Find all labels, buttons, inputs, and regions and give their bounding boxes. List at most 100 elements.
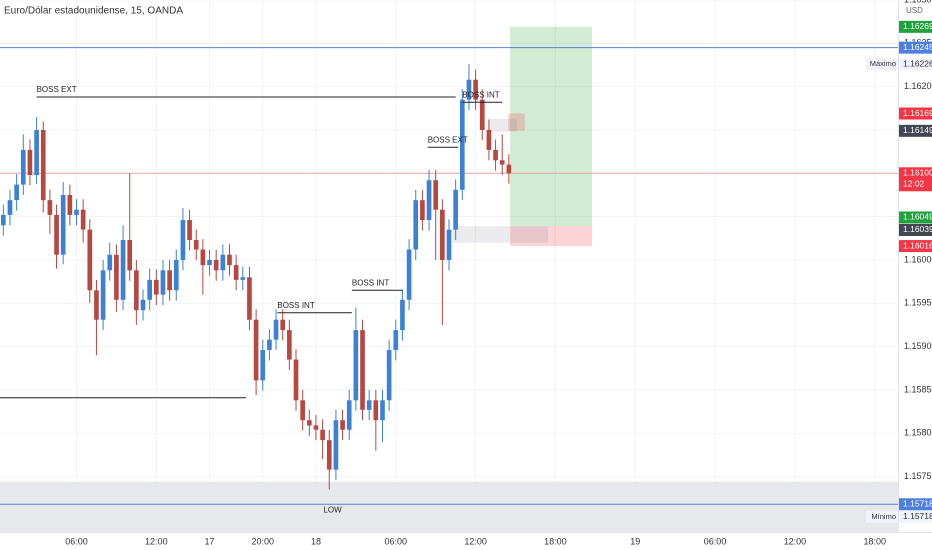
price-label: 1.16226 bbox=[903, 58, 932, 68]
price-label: 1.16245 bbox=[903, 42, 932, 52]
candle-body bbox=[233, 265, 239, 280]
candle-body bbox=[107, 254, 113, 271]
y-tick-label: 1.15950 bbox=[904, 298, 932, 308]
x-tick-label: 17 bbox=[205, 536, 215, 546]
price-label: 1.15718 bbox=[903, 499, 932, 509]
candle-body bbox=[94, 290, 99, 320]
zone bbox=[510, 26, 593, 227]
currency-label: USD bbox=[906, 6, 923, 15]
candle-body bbox=[373, 400, 379, 421]
zone bbox=[508, 113, 525, 131]
x-tick-label: 20:00 bbox=[251, 536, 274, 546]
x-tick-label: 06:00 bbox=[65, 536, 88, 546]
candle-body bbox=[326, 440, 332, 470]
candle-body bbox=[406, 249, 412, 300]
chart-title: Euro/Dólar estadounidense, 15, OANDA bbox=[4, 6, 183, 17]
candle-body bbox=[287, 330, 292, 360]
candle-body bbox=[340, 420, 345, 430]
candle-body bbox=[260, 350, 266, 381]
candle-body bbox=[360, 330, 365, 410]
candle-body bbox=[280, 319, 286, 331]
annotation-label: LOW bbox=[323, 505, 342, 514]
x-tick-label: 12:00 bbox=[784, 536, 807, 546]
x-tick-label: 12:00 bbox=[145, 536, 168, 546]
zone bbox=[510, 226, 593, 247]
candle-body bbox=[306, 420, 312, 426]
candle-body bbox=[14, 184, 19, 201]
candle-body bbox=[147, 279, 152, 300]
candle-body bbox=[247, 277, 252, 320]
price-label: 1.16269 bbox=[903, 21, 932, 31]
candle-body bbox=[7, 200, 13, 215]
candle-body bbox=[446, 229, 452, 260]
candle-body bbox=[40, 129, 46, 201]
price-label: 1.16149 bbox=[903, 125, 932, 135]
candle-body bbox=[227, 254, 232, 266]
candle-body bbox=[153, 279, 159, 295]
candle-body bbox=[173, 259, 179, 291]
candle-body bbox=[346, 400, 352, 430]
candle-body bbox=[333, 420, 339, 470]
x-tick-label: 06:00 bbox=[385, 536, 408, 546]
x-tick-label: 19 bbox=[630, 536, 640, 546]
range-band bbox=[0, 481, 898, 532]
candle-body bbox=[87, 229, 93, 291]
price-label: 1.16039 bbox=[903, 224, 932, 234]
candle-body bbox=[267, 339, 272, 351]
candle-body bbox=[479, 99, 485, 130]
annotation-label: BOSS INT bbox=[277, 301, 314, 310]
price-label-box bbox=[899, 41, 932, 54]
candle-body bbox=[207, 259, 212, 266]
zone bbox=[452, 226, 549, 243]
price-label: 1.15718 bbox=[903, 511, 932, 521]
x-tick-label: 06:00 bbox=[704, 536, 727, 546]
countdown: 12:02 bbox=[903, 179, 925, 189]
candle-body bbox=[506, 164, 512, 174]
candle-body bbox=[200, 249, 206, 266]
candle-body bbox=[426, 180, 432, 221]
price-label: 1.16100 bbox=[903, 168, 932, 178]
candle-body bbox=[453, 189, 458, 230]
candle-body bbox=[134, 270, 139, 311]
candle-body bbox=[486, 129, 492, 150]
candle-body bbox=[67, 194, 73, 215]
candle-body bbox=[366, 400, 372, 410]
candle-body bbox=[20, 149, 26, 185]
candle-body bbox=[440, 209, 445, 260]
price-label-box bbox=[899, 510, 932, 523]
annotation-label: BOSS EXT bbox=[37, 85, 77, 94]
price-label-box bbox=[899, 107, 932, 120]
candle-body bbox=[253, 319, 259, 381]
price-label: 1.16169 bbox=[903, 108, 932, 118]
candle-body bbox=[240, 277, 246, 280]
y-tick-label: 1.16300 bbox=[904, 0, 932, 4]
price-label-box bbox=[899, 58, 932, 71]
candle-body bbox=[167, 270, 172, 291]
candle-body bbox=[74, 209, 79, 215]
price-label-box bbox=[899, 498, 932, 511]
candle-body bbox=[313, 425, 319, 430]
candle-body bbox=[127, 240, 133, 271]
candle-body bbox=[400, 299, 405, 331]
y-tick-label: 1.15750 bbox=[904, 471, 932, 481]
x-tick-label: 12:00 bbox=[464, 536, 487, 546]
price-label: 1.16016 bbox=[903, 240, 932, 250]
price-label-box bbox=[899, 167, 932, 192]
price-label-box bbox=[899, 211, 932, 224]
candle-body bbox=[220, 254, 226, 271]
candle-body bbox=[499, 160, 505, 165]
candle-body bbox=[413, 200, 419, 250]
zone bbox=[488, 118, 517, 132]
candle-body bbox=[386, 350, 392, 401]
price-label-box bbox=[899, 240, 932, 253]
candle-body bbox=[34, 129, 39, 176]
candle-body bbox=[273, 319, 279, 340]
plot: BOSS EXT BOSS INT BOSS INT BOSS EXT BOSS INT… bbox=[0, 26, 898, 532]
annotation-label: BOSS INT bbox=[462, 90, 499, 99]
candle-body bbox=[47, 200, 53, 215]
candle-body bbox=[193, 240, 199, 250]
price-tag: Mínimo bbox=[871, 512, 896, 521]
annotation-label: BOSS EXT bbox=[428, 135, 468, 144]
